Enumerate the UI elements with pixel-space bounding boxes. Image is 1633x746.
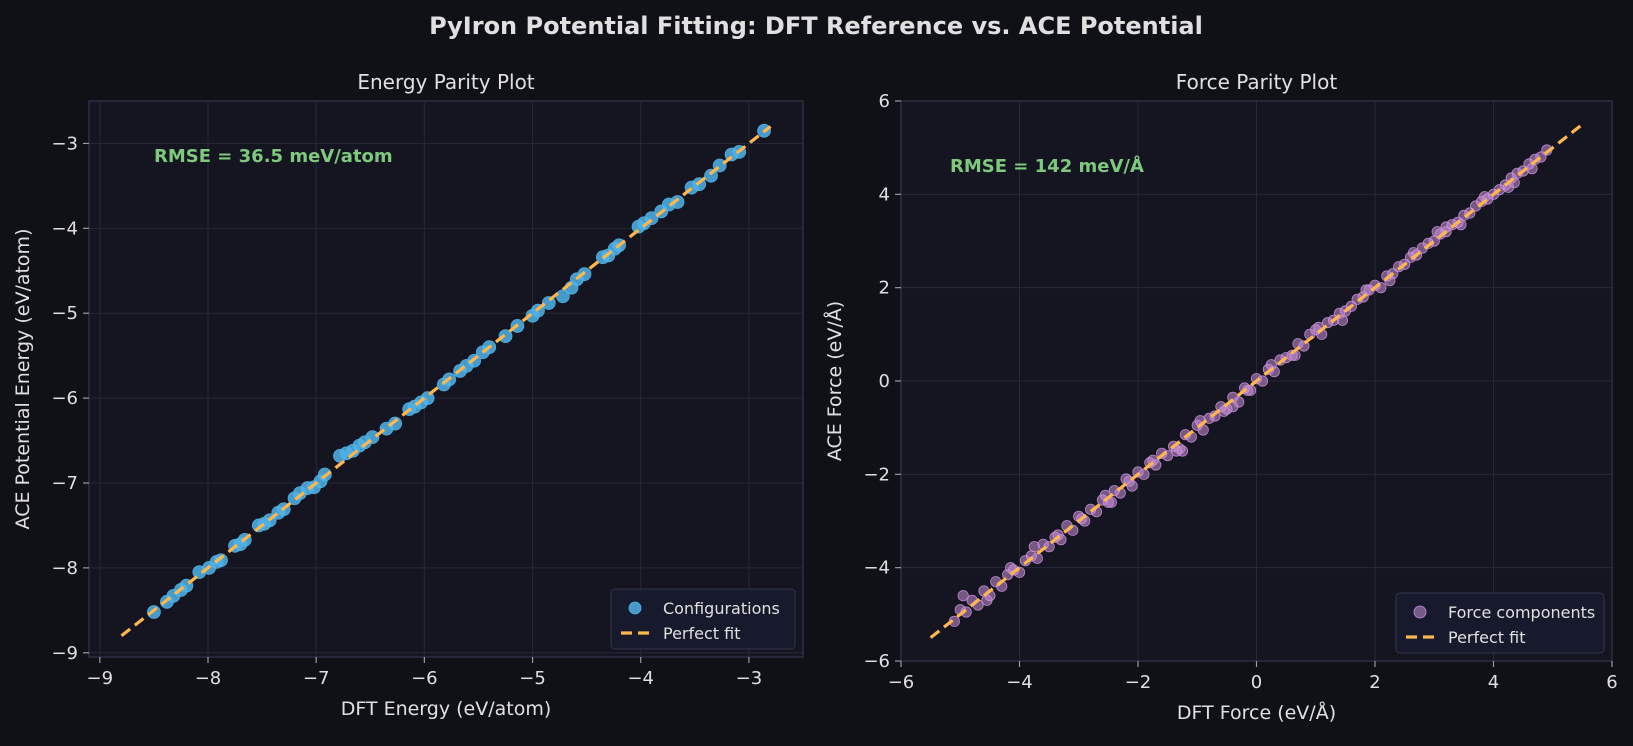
energy-rmse-annotation: RMSE = 36.5 meV/atom (154, 146, 393, 167)
energy-ytick-label: −9 (51, 643, 78, 664)
force-data-point (1431, 226, 1443, 238)
force-ytick-label: −2 (863, 464, 890, 485)
figure-title: PyIron Potential Fitting: DFT Reference … (429, 12, 1203, 40)
force-data-point (1031, 552, 1043, 564)
force-rmse-annotation: RMSE = 142 meV/Å (950, 154, 1144, 177)
force-y-axis-label: ACE Force (eV/Å) (823, 301, 846, 461)
force-ytick-label: −4 (863, 558, 890, 579)
force-xtick-label: 6 (1606, 672, 1617, 693)
energy-data-point (498, 329, 513, 344)
energy-ytick-label: −6 (51, 388, 78, 409)
force-xtick-label: 0 (1251, 672, 1262, 693)
energy-xtick-label: −9 (87, 668, 114, 689)
force-plot-area (929, 123, 1584, 639)
force-legend-box (1395, 592, 1605, 654)
energy-xtick-label: −8 (195, 668, 222, 689)
energy-chart-title: Energy Parity Plot (357, 70, 534, 94)
energy-ytick-label: −4 (51, 218, 78, 239)
energy-xtick-label: −5 (519, 668, 546, 689)
force-legend: Force components Perfect fit (1395, 592, 1605, 654)
force-xtick-label: 2 (1369, 672, 1380, 693)
energy-ytick-label: −7 (51, 473, 78, 494)
force-data-point (1176, 445, 1189, 457)
energy-legend-box (610, 588, 796, 650)
energy-ytick-label: −8 (51, 558, 78, 579)
force-legend-label-points: Force components (1448, 603, 1595, 622)
force-data-point (1028, 541, 1040, 553)
energy-ytick-label: −5 (51, 303, 78, 324)
force-ytick-label: 4 (879, 184, 890, 205)
force-xtick-label: −6 (888, 672, 915, 693)
energy-xtick-label: −4 (627, 668, 654, 689)
force-chart-title: Force Parity Plot (1176, 70, 1338, 94)
energy-parity-panel: −9 −8 −7 −6 −5 −4 −3 −9 −8 −7 −6 −5 −4 −3 Energy Parit… (12, 70, 804, 720)
force-xtick-label: −2 (1125, 672, 1152, 693)
force-ytick-label: 2 (879, 278, 890, 299)
force-data-point (1526, 163, 1538, 175)
energy-plot-area (120, 123, 772, 638)
energy-legend: Configurations Perfect fit (610, 588, 796, 650)
force-perfect-fit-line (929, 123, 1584, 639)
force-legend-label-line: Perfect fit (1448, 628, 1525, 647)
energy-legend-marker-points (628, 601, 642, 615)
energy-ytick-label: −3 (51, 133, 78, 154)
force-xtick-label: 4 (1488, 672, 1499, 693)
force-data-point (957, 590, 969, 602)
energy-xtick-label: −6 (411, 668, 438, 689)
energy-legend-label-points: Configurations (663, 599, 780, 618)
energy-xtick-label: −7 (303, 668, 330, 689)
force-legend-marker-points (1413, 605, 1427, 619)
force-x-axis-label: DFT Force (eV/Å) (1177, 701, 1336, 724)
force-ytick-label: 6 (879, 91, 890, 112)
energy-legend-label-line: Perfect fit (663, 624, 740, 643)
force-xtick-label: −4 (1006, 672, 1033, 693)
force-parity-panel: −6 −4 −2 0 2 4 6 −6 −4 −2 0 2 4 6 Force Parity Plot DFT… (823, 70, 1618, 724)
force-ytick-label: 0 (879, 371, 890, 392)
force-ytick-label: −6 (863, 651, 890, 672)
force-data-point (981, 594, 993, 606)
energy-x-axis-label: DFT Energy (eV/atom) (341, 698, 552, 720)
energy-data-point (670, 195, 685, 209)
force-data-point (1336, 314, 1349, 326)
energy-xtick-label: −3 (736, 668, 763, 689)
energy-axes-frame (88, 100, 804, 658)
energy-perfect-fit-line (120, 125, 772, 638)
energy-y-axis-label: ACE Potential Energy (eV/atom) (12, 229, 34, 530)
